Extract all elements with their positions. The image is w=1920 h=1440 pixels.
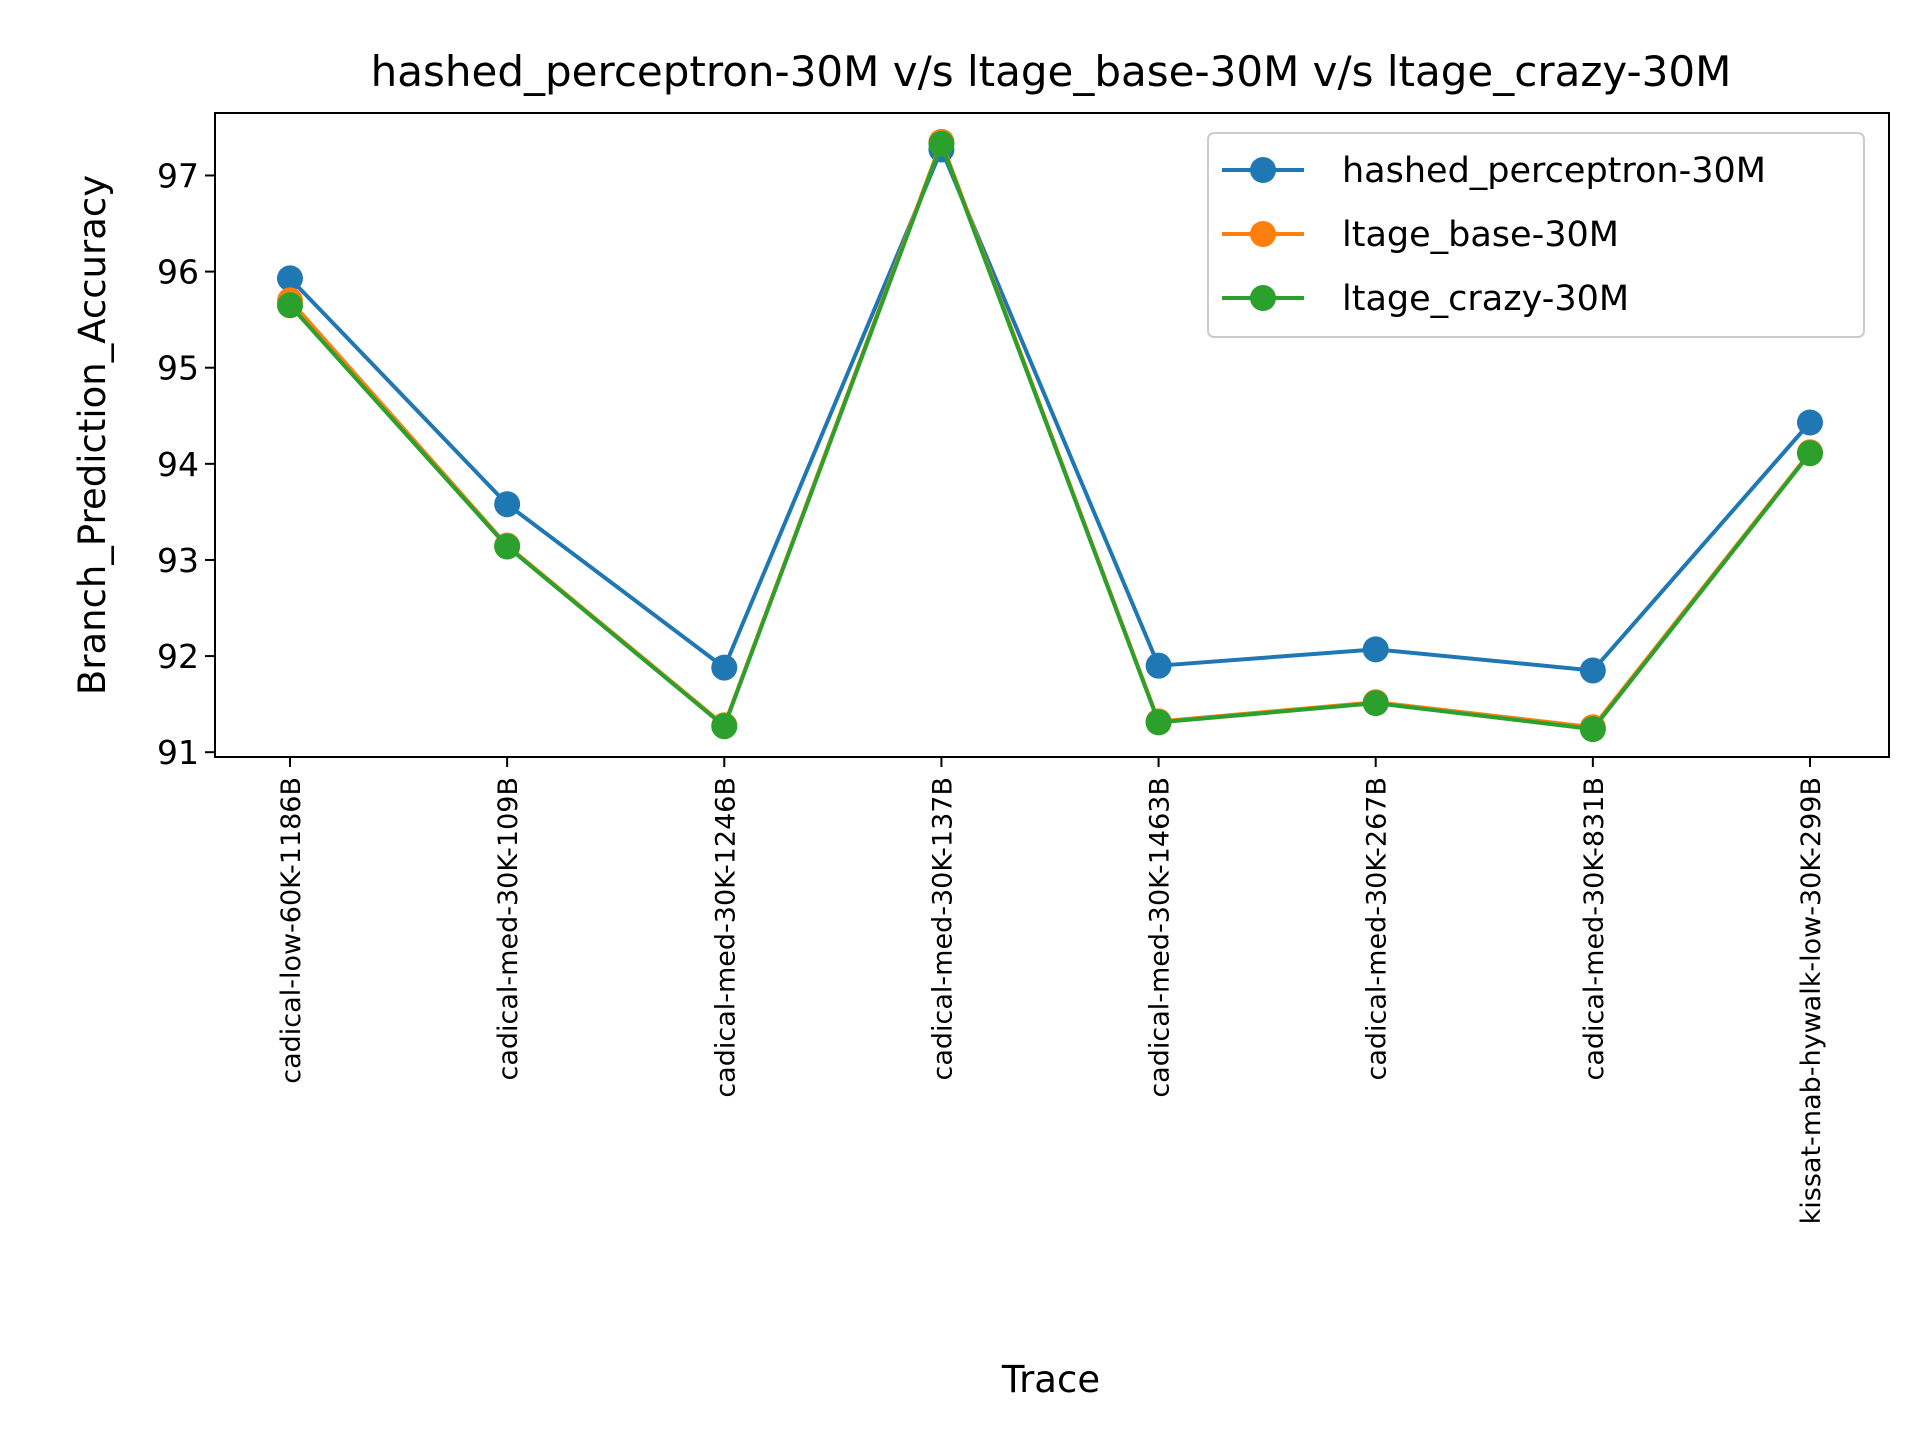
x-tick-label: cadical-med-30K-1463B — [1145, 777, 1176, 1098]
y-tick-label: 97 — [157, 156, 199, 195]
data-point — [1797, 440, 1823, 467]
x-tick-label: cadical-med-30K-1246B — [710, 777, 741, 1098]
data-point — [1579, 657, 1606, 684]
data-point — [1579, 716, 1606, 743]
x-axis-label: Trace — [1001, 1358, 1100, 1401]
series-ltage_crazy-30M — [277, 130, 1823, 743]
legend-label: hashed_perceptron-30M — [1342, 151, 1766, 191]
legend-marker — [1250, 157, 1276, 183]
data-point — [711, 713, 738, 740]
x-tick-label: cadical-med-30K-109B — [493, 777, 524, 1081]
legend-marker — [1250, 221, 1276, 247]
data-point — [1362, 636, 1389, 663]
x-tick-label: cadical-med-30K-137B — [927, 777, 958, 1081]
data-point — [1145, 709, 1172, 736]
y-axis-label: Branch_Prediction_Accuracy — [71, 175, 114, 695]
plot-frame — [214, 112, 1890, 758]
y-axis: 91 92 93 94 95 96 97 — [157, 156, 215, 772]
x-tick-label: cadical-low-60K-1186B — [276, 777, 307, 1084]
x-tick-label: kissat-mab-hywalk-low-30K-299B — [1796, 777, 1827, 1224]
data-point — [494, 533, 521, 560]
data-point — [928, 130, 955, 157]
legend-label: ltage_crazy-30M — [1342, 279, 1629, 319]
legend-item: hashed_perceptron-30M — [1222, 151, 1766, 191]
y-tick-label: 93 — [157, 541, 199, 580]
series-line — [288, 147, 1812, 673]
series-line — [288, 141, 1812, 732]
y-tick-label: 96 — [157, 253, 199, 292]
legend-item: ltage_base-30M — [1222, 215, 1619, 255]
chart-title: hashed_perceptron-30M v/s ltage_base-30M… — [371, 47, 1732, 96]
data-point — [277, 292, 303, 319]
plot-area — [277, 128, 1823, 743]
y-tick-label: 92 — [157, 637, 199, 676]
y-tick-label: 94 — [157, 445, 199, 484]
legend-label: ltage_base-30M — [1342, 215, 1619, 255]
data-point — [711, 654, 738, 681]
x-axis: cadical-low-60K-1186B cadical-med-30K-109… — [276, 757, 1827, 1224]
series-hashed_perceptron-30M — [277, 136, 1823, 684]
data-point — [1797, 409, 1823, 436]
x-tick-label: cadical-med-30K-267B — [1362, 777, 1393, 1081]
legend-box — [1207, 132, 1865, 338]
legend-item: ltage_crazy-30M — [1222, 279, 1629, 319]
y-tick-label: 91 — [157, 733, 199, 772]
legend: hashed_perceptron-30M ltage_base-30Mltage… — [1207, 132, 1865, 338]
data-point — [1362, 690, 1389, 717]
y-tick-label: 95 — [157, 349, 199, 388]
legend-marker — [1250, 285, 1276, 311]
data-point — [494, 491, 521, 518]
data-point — [277, 265, 303, 292]
data-point — [1145, 652, 1172, 679]
x-tick-label: cadical-med-30K-831B — [1579, 777, 1610, 1081]
